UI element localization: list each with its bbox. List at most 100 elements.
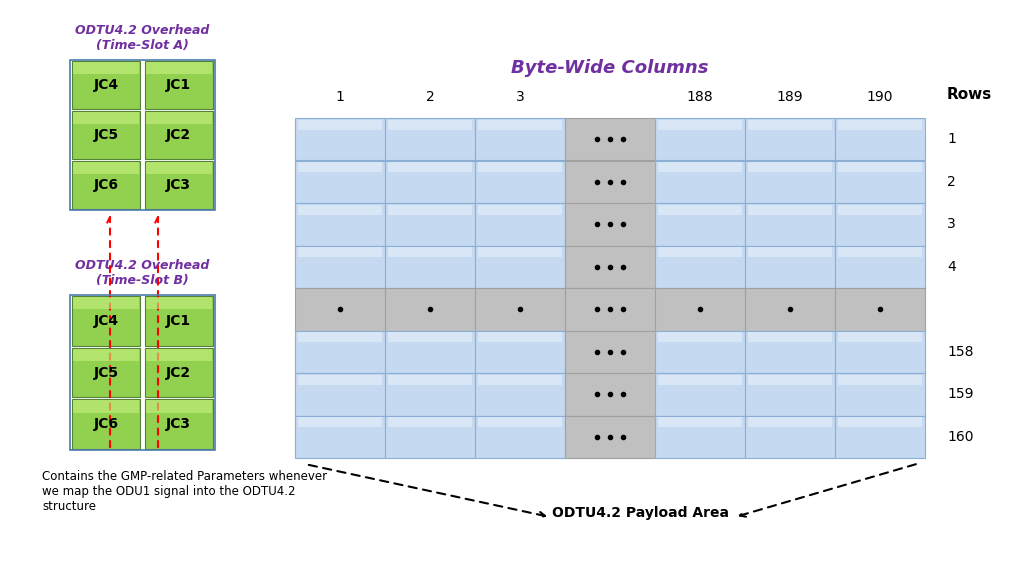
Text: 158: 158 [947, 345, 974, 359]
FancyBboxPatch shape [745, 118, 835, 161]
FancyBboxPatch shape [388, 247, 472, 257]
FancyBboxPatch shape [298, 417, 382, 427]
FancyBboxPatch shape [388, 204, 472, 215]
FancyBboxPatch shape [73, 348, 139, 361]
FancyBboxPatch shape [748, 120, 833, 130]
FancyBboxPatch shape [745, 415, 835, 458]
FancyBboxPatch shape [73, 400, 139, 413]
FancyBboxPatch shape [298, 247, 382, 257]
FancyBboxPatch shape [478, 204, 562, 215]
FancyBboxPatch shape [835, 373, 925, 415]
FancyBboxPatch shape [385, 415, 475, 458]
FancyBboxPatch shape [145, 348, 212, 361]
FancyBboxPatch shape [748, 417, 833, 427]
Text: ODTU4.2 Overhead
(Time-Slot A): ODTU4.2 Overhead (Time-Slot A) [76, 24, 210, 52]
FancyBboxPatch shape [475, 161, 565, 203]
FancyBboxPatch shape [565, 288, 655, 331]
FancyBboxPatch shape [475, 203, 565, 245]
Text: JC5: JC5 [93, 128, 119, 142]
Text: JC5: JC5 [93, 366, 119, 380]
FancyBboxPatch shape [385, 373, 475, 415]
Text: 3: 3 [516, 90, 524, 104]
FancyBboxPatch shape [835, 118, 925, 161]
FancyBboxPatch shape [298, 162, 382, 172]
FancyBboxPatch shape [72, 61, 140, 109]
FancyBboxPatch shape [385, 245, 475, 288]
FancyBboxPatch shape [838, 332, 923, 342]
FancyBboxPatch shape [72, 400, 140, 449]
Text: JC6: JC6 [94, 178, 119, 192]
FancyBboxPatch shape [657, 120, 742, 130]
Text: 3: 3 [947, 217, 955, 231]
FancyBboxPatch shape [478, 120, 562, 130]
FancyBboxPatch shape [657, 247, 742, 257]
FancyBboxPatch shape [835, 203, 925, 245]
FancyBboxPatch shape [144, 296, 213, 346]
Text: JC3: JC3 [166, 417, 191, 431]
FancyBboxPatch shape [655, 203, 745, 245]
FancyBboxPatch shape [145, 400, 212, 413]
FancyBboxPatch shape [745, 161, 835, 203]
FancyBboxPatch shape [295, 245, 385, 288]
Text: 159: 159 [947, 387, 974, 401]
Text: Contains the GMP-related Parameters whenever
we map the ODU1 signal into the ODT: Contains the GMP-related Parameters when… [42, 470, 327, 513]
Text: JC2: JC2 [166, 128, 191, 142]
FancyBboxPatch shape [298, 375, 382, 385]
FancyBboxPatch shape [388, 120, 472, 130]
FancyBboxPatch shape [475, 415, 565, 458]
FancyBboxPatch shape [565, 161, 655, 203]
FancyBboxPatch shape [835, 245, 925, 288]
FancyBboxPatch shape [475, 331, 565, 373]
Text: 1: 1 [336, 90, 344, 104]
FancyBboxPatch shape [835, 288, 925, 331]
Text: ODTU4.2 Overhead
(Time-Slot B): ODTU4.2 Overhead (Time-Slot B) [76, 259, 210, 287]
Text: JC3: JC3 [166, 178, 191, 192]
FancyBboxPatch shape [385, 118, 475, 161]
FancyBboxPatch shape [835, 415, 925, 458]
FancyBboxPatch shape [385, 203, 475, 245]
FancyBboxPatch shape [145, 162, 212, 174]
FancyBboxPatch shape [475, 373, 565, 415]
FancyBboxPatch shape [295, 161, 385, 203]
FancyBboxPatch shape [838, 417, 923, 427]
FancyBboxPatch shape [144, 111, 213, 159]
Text: JC1: JC1 [166, 78, 191, 92]
FancyBboxPatch shape [385, 161, 475, 203]
FancyBboxPatch shape [748, 204, 833, 215]
FancyBboxPatch shape [475, 245, 565, 288]
FancyBboxPatch shape [385, 331, 475, 373]
FancyBboxPatch shape [565, 245, 655, 288]
FancyBboxPatch shape [475, 118, 565, 161]
FancyBboxPatch shape [298, 204, 382, 215]
FancyBboxPatch shape [73, 297, 139, 309]
FancyBboxPatch shape [657, 204, 742, 215]
FancyBboxPatch shape [655, 161, 745, 203]
Text: JC1: JC1 [166, 314, 191, 328]
FancyBboxPatch shape [295, 203, 385, 245]
FancyBboxPatch shape [655, 245, 745, 288]
FancyBboxPatch shape [298, 332, 382, 342]
FancyBboxPatch shape [838, 247, 923, 257]
FancyBboxPatch shape [565, 203, 655, 245]
FancyBboxPatch shape [838, 375, 923, 385]
FancyBboxPatch shape [745, 331, 835, 373]
FancyBboxPatch shape [72, 296, 140, 346]
FancyBboxPatch shape [295, 415, 385, 458]
FancyBboxPatch shape [838, 162, 923, 172]
Text: Rows: Rows [947, 87, 992, 102]
Text: 1: 1 [947, 132, 955, 146]
Text: 2: 2 [947, 175, 955, 189]
Text: 4: 4 [947, 260, 955, 274]
FancyBboxPatch shape [657, 375, 742, 385]
FancyBboxPatch shape [388, 162, 472, 172]
Text: 190: 190 [866, 90, 893, 104]
FancyBboxPatch shape [838, 204, 923, 215]
FancyBboxPatch shape [145, 112, 212, 124]
Text: JC4: JC4 [93, 78, 119, 92]
FancyBboxPatch shape [565, 415, 655, 458]
FancyBboxPatch shape [73, 162, 139, 174]
FancyBboxPatch shape [745, 373, 835, 415]
FancyBboxPatch shape [295, 331, 385, 373]
FancyBboxPatch shape [385, 288, 475, 331]
FancyBboxPatch shape [478, 247, 562, 257]
